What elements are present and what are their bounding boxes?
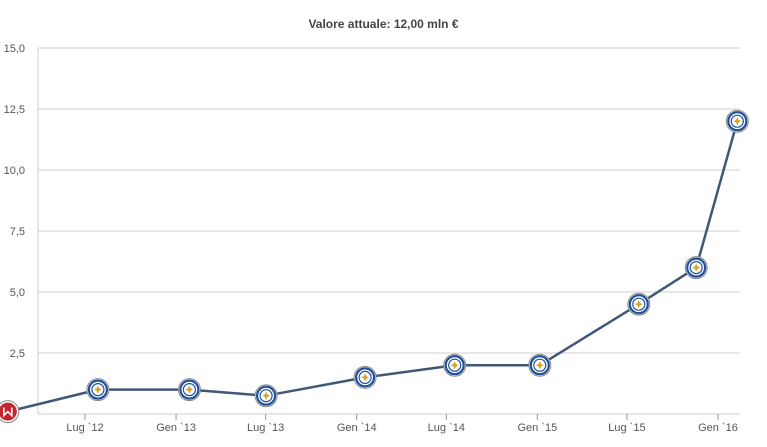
x-tick-label: Lug `13 [247,422,284,434]
crest-emblem [185,385,194,394]
crest-emblem [361,373,370,382]
data-point[interactable] [725,109,749,133]
y-tick-label: 12,5 [4,104,25,116]
crest-emblem [634,300,643,309]
data-point[interactable] [627,292,651,316]
y-tick-label: 5,0 [10,287,25,299]
data-point[interactable] [443,353,467,377]
crest-emblem [535,361,544,370]
crest-emblem [262,391,271,400]
x-tick-label: Gen `16 [698,422,738,434]
series-line-layer [7,120,739,413]
data-point[interactable] [0,400,20,424]
y-axis: 15,0 12,5 10,0 7,5 5,0 2,5 [4,43,25,360]
series-line [7,120,739,413]
x-tick-label: Gen `15 [517,422,557,434]
data-points [0,109,749,424]
y-tick-label: 10,0 [4,165,25,177]
x-tick-label: Lug `15 [608,422,645,434]
x-axis: Lug `12 Gen `13 Lug `13 Gen `14 Lug `14 Gen `… [66,414,738,434]
data-point[interactable] [177,378,201,402]
x-tick-label: Gen `13 [156,422,196,434]
x-tick-label: Lug `12 [66,422,103,434]
x-tick-label: Gen `14 [337,422,377,434]
chart-title: Valore attuale: 12,00 mln € [308,17,459,31]
x-tick-label: Lug `14 [428,422,465,434]
crest-emblem [450,361,459,370]
grid-lines [37,47,740,415]
data-point[interactable] [353,365,377,389]
y-tick-label: 2,5 [10,348,25,360]
data-point[interactable] [684,256,708,280]
y-tick-label: 7,5 [10,226,25,238]
y-tick-label: 15,0 [4,43,25,55]
crest-emblem [692,263,701,272]
crest-emblem [3,407,13,418]
data-point[interactable] [528,353,552,377]
data-point[interactable] [254,384,278,408]
data-point[interactable] [86,378,110,402]
crest-emblem [733,117,742,126]
crest-emblem [93,385,102,394]
